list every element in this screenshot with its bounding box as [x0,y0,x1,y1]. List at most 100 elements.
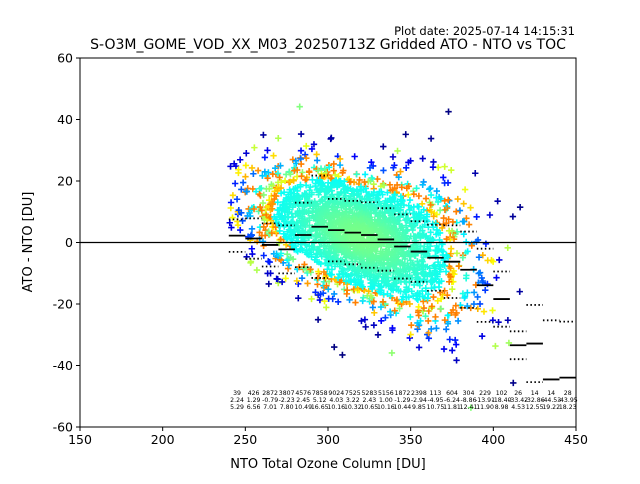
scatter-point [425,335,433,342]
scatter-point [298,275,306,282]
scatter-point [418,256,426,264]
scatter-point [427,135,435,142]
scatter-point [382,314,389,321]
scatter-point [352,299,359,306]
bin-std-label: 12.41 [460,404,478,411]
x-tick-label: 250 [233,432,257,447]
scatter-point [391,198,398,205]
scatter-point [446,336,453,343]
scatter-point [390,164,397,171]
scatter-point [261,154,269,161]
scatter-point [460,200,467,207]
chart-title: S-O3M_GOME_VOD_XX_M03_20250713Z Gridded … [90,37,566,53]
scatter-point [327,135,334,143]
scatter-point [248,245,256,252]
bin-count-label: 3807 [279,390,295,397]
scatter-point [268,205,276,212]
scatter-point [444,312,452,319]
scatter-point [509,213,517,220]
scatter-point [504,317,512,324]
scatter-point [358,233,365,240]
scatter-point [328,266,336,273]
bin-std-label: 10.16 [327,404,345,411]
scatter-point [464,289,471,296]
scatter-point [323,282,330,289]
scatter-point [453,250,461,257]
scatter-point [433,187,440,195]
scatter-point [437,305,445,312]
scatter-point [463,272,470,279]
scatter-point [474,293,481,301]
scatter-point [475,270,482,277]
x-tick-label: 450 [564,432,588,447]
scatter-point [427,185,434,192]
scatter-point [314,167,322,174]
scatter-point [414,296,422,304]
scatter-point [284,250,291,258]
bin-std-label: 10.49 [294,404,312,411]
scatter-point [297,147,305,154]
bin-std-label: 19.22 [542,404,560,411]
scatter-point [441,197,448,205]
scatter-point [366,164,374,172]
scatter-point [406,206,413,214]
scatter-point [227,163,234,170]
bin-mean-label: -4.95 [427,397,443,404]
scatter-point [422,195,430,202]
scatter-point [303,142,310,150]
scatter-point [329,295,336,303]
bin-count-label: 4576 [295,390,311,397]
scatter-point [339,351,346,359]
bin-std-label: 11.81 [443,404,461,411]
x-tick-label: 400 [481,432,505,447]
scatter-point [443,326,450,333]
x-tick-label: 200 [151,432,175,447]
bin-std-label: 6.56 [247,404,261,411]
scatter-point [282,275,289,282]
scatter-point [371,309,378,316]
bin-std-label: 10.44 [394,404,412,411]
scatter-point [467,204,474,211]
scatter-point [451,336,459,344]
x-tick-label: 300 [316,432,340,447]
scatter-point [516,288,523,295]
scatter-point [454,195,461,203]
scatter-point [369,192,377,199]
bin-count-label: 229 [479,390,491,397]
scatter-point [298,245,305,252]
scatter-point [475,254,483,261]
scatter-point [248,164,256,172]
scatter-point [398,296,406,303]
bin-count-label: 9024 [328,390,344,397]
scatter-point [265,228,272,235]
scatter-point [420,304,428,312]
scatter-point [306,169,313,176]
scatter-point [265,169,272,176]
bin-mean-label: -8.86 [461,397,477,404]
scatter-point [374,213,381,220]
scatter-point [274,199,281,206]
scatter-point [407,331,414,338]
scatter-point [287,171,294,178]
scatter-point [430,293,437,301]
bin-count-label: 426 [248,390,260,397]
scatter-point [422,312,429,320]
scatter-point [267,270,274,277]
scatter-point [440,174,447,181]
scatter-point [496,256,503,264]
scatter-point [248,225,256,232]
bin-mean-label: 2.45 [296,397,310,404]
y-tick-label: 40 [57,112,73,127]
scatter-point [306,216,313,224]
scatter-point [247,258,255,265]
scatter-point [452,341,460,348]
scatter-point [465,221,473,228]
scatter-point [396,221,403,228]
scatter-point [419,155,426,162]
scatter-point [316,243,323,251]
scatter-point [453,357,460,364]
scatter-point [377,202,385,210]
bin-std-label: 7.80 [280,404,294,411]
scatter-point [377,183,385,190]
scatter-point [255,208,262,215]
